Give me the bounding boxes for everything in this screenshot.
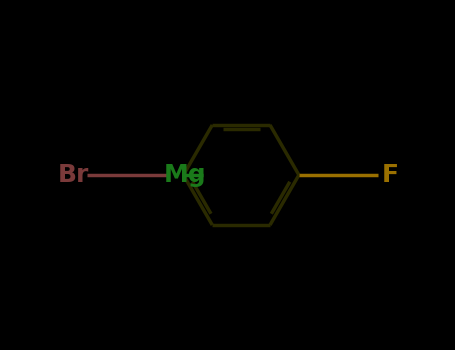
Text: Mg: Mg xyxy=(164,163,206,187)
Text: Br: Br xyxy=(57,163,89,187)
Text: F: F xyxy=(381,163,399,187)
